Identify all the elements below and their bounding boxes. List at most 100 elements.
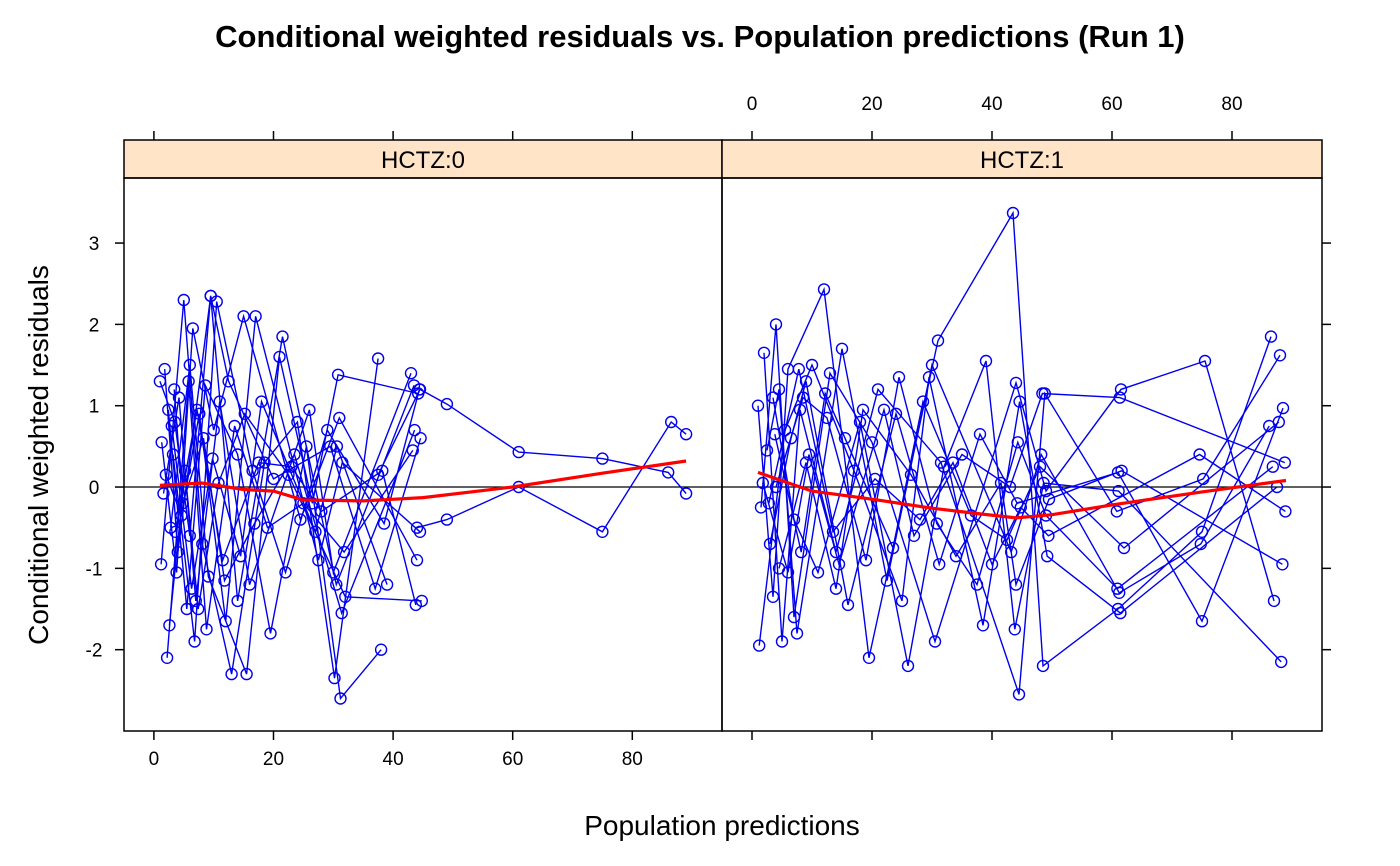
y-tick-label: -2 (86, 641, 103, 662)
smooth-trend-line (159, 459, 687, 503)
data-point (1009, 376, 1023, 390)
subject-line-15 (416, 420, 687, 533)
data-point (1011, 436, 1024, 449)
data-point (300, 440, 313, 453)
data-point (795, 545, 808, 559)
data-point (1279, 505, 1292, 518)
data-point (413, 383, 427, 396)
data-point (1042, 529, 1055, 542)
data-point (210, 295, 223, 308)
data-point (756, 476, 769, 490)
data-point (865, 436, 879, 449)
data-point (406, 444, 419, 457)
data-point (331, 368, 345, 381)
x-axis-title: Population predictions (584, 810, 860, 841)
data-point (264, 627, 277, 640)
data-point (200, 623, 213, 636)
data-point (1040, 550, 1054, 563)
y-tick-label: 0 (89, 478, 100, 499)
data-point (760, 444, 774, 457)
data-point (415, 594, 428, 608)
data-point (1195, 615, 1209, 628)
data-point (371, 352, 385, 365)
data-point (928, 635, 942, 648)
data-point (787, 513, 801, 526)
data-point (979, 354, 993, 368)
data-point (410, 521, 424, 534)
data-point (1112, 484, 1125, 498)
subject-line-13 (171, 398, 388, 589)
data-point (904, 468, 918, 481)
data-point (768, 428, 781, 441)
data-point (826, 525, 840, 538)
panel-hctz-1: HCTZ:1 (721, 139, 1323, 732)
panel-hctz-0: HCTZ:0 (123, 139, 723, 732)
data-point (1012, 688, 1026, 701)
data-point (762, 497, 775, 510)
data-point (1042, 493, 1056, 506)
panel-frame-hctz-1 (721, 177, 1323, 732)
subject-line-5 (769, 381, 1284, 623)
data-point (225, 667, 238, 681)
data-point (273, 350, 286, 364)
data-point (191, 602, 205, 616)
data-point (1278, 456, 1292, 469)
data-point (440, 513, 454, 526)
data-point (1009, 578, 1023, 591)
data-point (377, 517, 391, 530)
y-tick-label: -1 (86, 559, 103, 580)
data-point (337, 545, 351, 559)
data-point (868, 472, 882, 486)
data-point (763, 537, 777, 551)
subject-line-8 (775, 377, 1274, 590)
data-point (335, 606, 348, 620)
subject-line-14 (173, 389, 416, 616)
data-point (1272, 415, 1286, 429)
data-point (182, 375, 195, 388)
data-point (1039, 484, 1053, 498)
data-point (321, 423, 334, 437)
data-point (1000, 533, 1014, 547)
data-point (838, 432, 852, 445)
data-point (757, 346, 771, 359)
data-point (1011, 497, 1024, 510)
data-point (772, 562, 786, 575)
x-tick-label-top: 40 (981, 94, 1002, 115)
data-point (886, 541, 900, 555)
data-point (371, 468, 385, 481)
data-point (933, 558, 946, 571)
data-point (596, 452, 609, 465)
data-point (1113, 391, 1127, 404)
data-point (1006, 206, 1020, 220)
data-point (267, 472, 280, 486)
plot-area-hctz-0 (124, 289, 722, 705)
data-point (901, 659, 915, 673)
data-point (255, 395, 268, 408)
data-point (190, 403, 204, 416)
x-tick-label-top: 60 (1101, 94, 1122, 115)
strip-label-hctz-0: HCTZ:0 (381, 147, 465, 174)
data-point (916, 395, 930, 408)
data-point (895, 594, 909, 608)
data-point (303, 403, 316, 416)
subject-line-1 (159, 295, 415, 602)
data-point (862, 651, 876, 664)
data-point (176, 497, 189, 510)
data-point (751, 399, 765, 412)
data-point (799, 375, 813, 388)
data-point (183, 358, 197, 372)
subject-line-12 (168, 412, 422, 626)
data-point (288, 448, 301, 461)
data-point (1008, 623, 1021, 636)
data-point (871, 383, 885, 396)
y-tick-label: 2 (89, 315, 100, 336)
y-axis-title: Conditional weighted residuals (23, 265, 54, 645)
x-tick-label-bottom: 40 (383, 749, 404, 770)
data-point (279, 566, 292, 579)
data-point (892, 371, 906, 384)
data-point (159, 468, 173, 481)
data-point (964, 509, 978, 522)
data-point (1034, 448, 1048, 461)
data-point (1198, 354, 1212, 368)
data-point (949, 550, 963, 563)
